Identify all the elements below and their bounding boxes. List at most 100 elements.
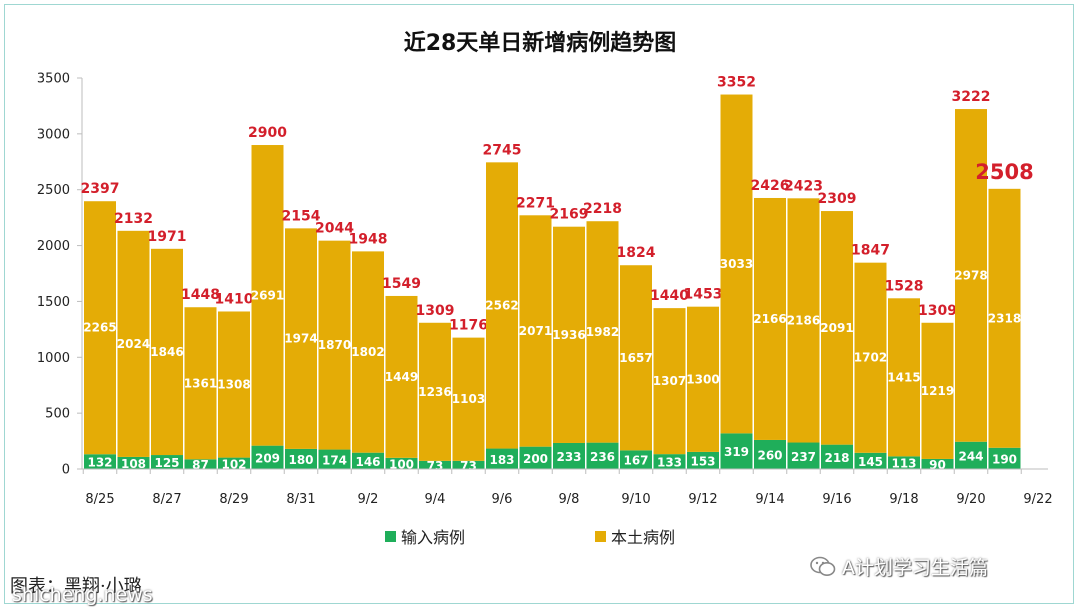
label-local: 1307 [653, 374, 686, 388]
bar-imported [419, 460, 451, 469]
bar-imported [184, 459, 217, 469]
label-total: 1440 [650, 288, 689, 304]
label-total: 2423 [784, 178, 823, 194]
bar-local [486, 162, 518, 449]
source-author: 黑翔·小璐 [64, 576, 142, 597]
bar-local [419, 322, 451, 461]
label-local: 2166 [753, 312, 786, 326]
y-tick-label: 1000 [37, 351, 70, 366]
label-local: 3033 [720, 257, 753, 271]
bar-imported [854, 452, 887, 469]
label-imported: 319 [724, 445, 749, 459]
x-tick-label: 9/6 [492, 492, 513, 507]
bar-local [854, 262, 887, 453]
x-tick-label: 9/12 [688, 492, 717, 507]
label-local: 1219 [921, 384, 954, 398]
label-local: 1846 [150, 345, 183, 359]
bar-local [620, 265, 652, 451]
bar-imported [117, 456, 150, 469]
account-name: A计划学习生活篇 [842, 557, 988, 579]
label-local: 1415 [887, 370, 920, 384]
label-total: 1824 [617, 245, 656, 261]
label-local: 1449 [385, 370, 418, 384]
label-total: 2397 [81, 181, 120, 197]
bars: 1322265239710820242132125184619718713611… [81, 75, 1034, 473]
y-tick-label: 1500 [37, 295, 70, 310]
y-tick-label: 500 [45, 407, 70, 422]
label-imported: 167 [623, 454, 648, 468]
label-imported: 153 [690, 454, 715, 468]
label-local: 1308 [217, 378, 250, 392]
bar-imported [821, 444, 853, 469]
label-total: 2154 [282, 208, 321, 224]
label-imported: 244 [958, 449, 983, 463]
bar-local [787, 198, 820, 443]
bar-imported [888, 456, 920, 469]
label-total: 2169 [550, 207, 589, 223]
y-tick-label: 0 [62, 463, 70, 478]
label-total: 1948 [349, 231, 388, 247]
legend-swatch-imported [385, 531, 396, 542]
label-local: 1300 [686, 372, 719, 386]
bar-local [84, 201, 116, 455]
bar-local [184, 307, 217, 460]
bar-local [988, 188, 1021, 448]
label-local: 1236 [418, 385, 451, 399]
label-local: 1702 [854, 351, 887, 365]
label-imported: 73 [427, 459, 444, 473]
source-credit: 图表：黑翔·小璐 [10, 572, 142, 598]
bar-imported [84, 454, 116, 469]
label-imported: 218 [824, 451, 849, 465]
label-total: 1528 [885, 278, 924, 294]
bar-imported [921, 458, 954, 469]
bar-imported [787, 442, 820, 469]
bar-local [519, 215, 552, 447]
bar-local [955, 109, 987, 442]
label-total: 2044 [315, 221, 354, 237]
label-local: 2691 [251, 288, 284, 302]
label-total: 2309 [818, 191, 857, 207]
label-imported: 200 [523, 452, 548, 466]
bar-imported [285, 448, 317, 469]
bar-imported [586, 442, 619, 469]
label-total: 1549 [382, 276, 421, 292]
label-total: 1847 [851, 243, 890, 259]
x-tick-label: 9/22 [1023, 492, 1052, 507]
bar-imported [754, 439, 786, 469]
bar-local [318, 240, 351, 450]
label-local: 1657 [619, 351, 652, 365]
bar-imported [519, 446, 552, 469]
label-imported: 113 [891, 457, 916, 471]
label-imported: 174 [322, 453, 347, 467]
label-local: 2071 [519, 324, 552, 338]
label-total: 3352 [717, 75, 756, 91]
x-axis: 8/25 8/27 8/29 8/31 9/2 9/4 9/6 9/8 9/10 9/12 9/14… [82, 468, 1053, 507]
label-total: 2745 [483, 142, 522, 158]
wechat-icon [810, 556, 836, 576]
chart-frame [4, 4, 1074, 604]
bar-imported [452, 460, 485, 469]
label-local: 1936 [552, 328, 585, 342]
label-total: 1309 [918, 303, 957, 319]
label-imported: 183 [489, 453, 514, 467]
label-imported: 145 [858, 455, 883, 469]
source-label: 图表： [10, 576, 64, 597]
x-tick-label: 8/29 [219, 492, 248, 507]
label-imported: 180 [288, 453, 313, 467]
bar-local [754, 197, 786, 440]
label-local: 1361 [184, 376, 217, 390]
label-imported: 102 [221, 457, 246, 471]
bar-imported [486, 448, 518, 469]
legend-label-imported: 输入病例 [401, 528, 465, 547]
bar-imported [218, 457, 250, 469]
label-imported: 73 [460, 459, 477, 473]
label-total: 2508 [975, 160, 1033, 184]
account-watermark: A计划学习生活篇 [810, 553, 988, 580]
bar-local [385, 295, 418, 458]
label-local: 2091 [820, 321, 853, 335]
label-imported: 90 [929, 458, 946, 472]
bar-imported [955, 441, 987, 469]
label-local: 2265 [83, 321, 116, 335]
label-total: 1410 [215, 291, 254, 307]
label-total: 2218 [583, 201, 622, 217]
